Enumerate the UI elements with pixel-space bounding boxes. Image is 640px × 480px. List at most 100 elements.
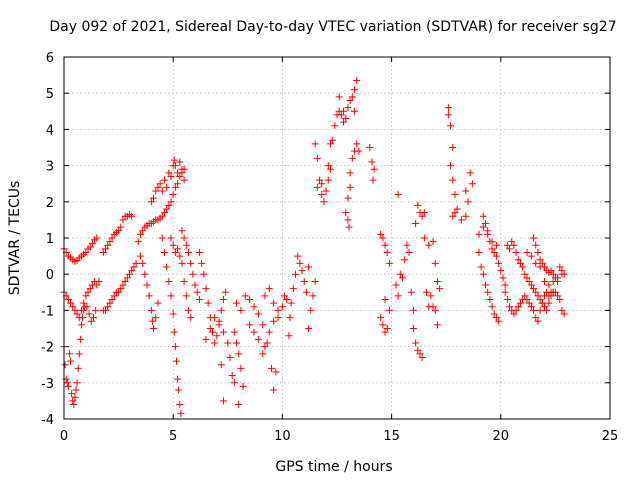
data-point [490, 310, 498, 318]
data-point [174, 169, 182, 177]
data-point [73, 310, 81, 318]
data-point [447, 162, 455, 170]
data-point [70, 401, 78, 409]
data-point [172, 357, 180, 365]
data-point [261, 343, 269, 351]
data-point [82, 292, 90, 300]
data-point [401, 256, 409, 264]
data-point [261, 292, 269, 300]
data-point [320, 198, 328, 206]
data-point [169, 241, 177, 249]
data-point [115, 227, 123, 235]
y-tick-label: 5 [46, 87, 54, 102]
data-point [530, 285, 538, 293]
data-point [180, 176, 188, 184]
y-tick-label: -4 [41, 413, 54, 428]
data-point [283, 296, 291, 304]
data-point [239, 382, 247, 390]
data-point [128, 212, 136, 220]
y-tick-label: 4 [46, 123, 54, 138]
data-point [488, 303, 496, 311]
data-point [501, 288, 509, 296]
data-point [545, 292, 553, 300]
data-point [506, 303, 514, 311]
data-point [224, 339, 232, 347]
y-tick-label: 6 [46, 51, 54, 66]
data-point [259, 321, 267, 329]
data-point [313, 183, 321, 191]
data-point [202, 285, 210, 293]
data-point [147, 306, 155, 314]
data-point [492, 241, 500, 249]
data-point [237, 306, 245, 314]
data-point [536, 296, 544, 304]
data-point [200, 270, 208, 278]
y-tick-label: -1 [41, 304, 54, 319]
data-point [457, 216, 465, 224]
data-point [165, 277, 173, 285]
data-point [510, 310, 518, 318]
data-point [101, 306, 109, 314]
data-point [184, 248, 192, 256]
data-point [399, 274, 407, 282]
data-point [286, 314, 294, 322]
data-point [412, 220, 420, 228]
data-point [444, 111, 452, 119]
data-point [468, 180, 476, 188]
data-point [525, 299, 533, 307]
data-point [139, 227, 147, 235]
data-point [558, 270, 566, 278]
data-point [549, 277, 557, 285]
data-point [429, 303, 437, 311]
data-point [174, 180, 182, 188]
data-point [143, 281, 151, 289]
data-point [289, 285, 297, 293]
data-point [106, 299, 114, 307]
data-point [235, 350, 243, 358]
data-point [195, 248, 203, 256]
data-point [241, 292, 249, 300]
data-point [294, 252, 302, 260]
data-point [495, 259, 503, 267]
data-point [335, 93, 343, 101]
data-point [451, 191, 459, 199]
data-point [497, 267, 505, 275]
data-point [126, 270, 134, 278]
data-point [169, 310, 177, 318]
data-point [329, 136, 337, 144]
data-point [296, 259, 304, 267]
data-point [141, 270, 149, 278]
data-point [381, 328, 389, 336]
data-point [71, 306, 79, 314]
y-tick-label: 0 [46, 268, 54, 283]
data-point [230, 328, 238, 336]
data-point [272, 368, 280, 376]
data-point [558, 306, 566, 314]
data-point [326, 140, 334, 148]
data-point [305, 263, 313, 271]
data-points [60, 77, 568, 418]
data-point [530, 306, 538, 314]
data-point [492, 252, 500, 260]
data-point [93, 234, 101, 242]
data-point [178, 227, 186, 235]
data-point [318, 191, 326, 199]
data-point [377, 230, 385, 238]
data-point [394, 292, 402, 300]
data-point [449, 212, 457, 220]
data-point [324, 162, 332, 170]
data-point [554, 274, 562, 282]
data-point [117, 285, 125, 293]
data-point [170, 328, 178, 336]
data-point [385, 259, 393, 267]
data-point [171, 162, 179, 170]
data-point [477, 263, 485, 271]
data-point [495, 317, 503, 325]
grid-lines [64, 57, 610, 419]
data-point [174, 245, 182, 253]
data-point [63, 379, 71, 387]
data-point [348, 154, 356, 162]
data-point [233, 299, 241, 307]
data-point [104, 241, 112, 249]
